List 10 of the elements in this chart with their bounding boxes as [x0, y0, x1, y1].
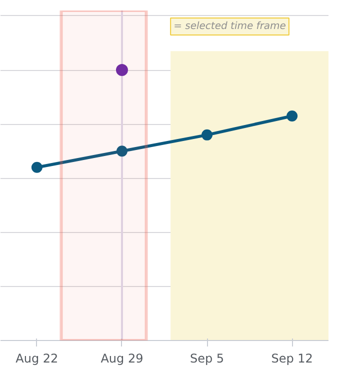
point: [116, 64, 128, 76]
x-tick-label: Aug 29: [100, 352, 144, 366]
x-tick-label: Aug 22: [16, 352, 58, 366]
x-tick-label: Sep 12: [271, 352, 313, 366]
point: [31, 162, 42, 173]
point: [286, 110, 298, 122]
point: [202, 129, 213, 140]
x-tick-label: Sep 5: [190, 352, 224, 366]
point: [116, 146, 128, 157]
band-label: = selected time frame: [174, 21, 286, 32]
